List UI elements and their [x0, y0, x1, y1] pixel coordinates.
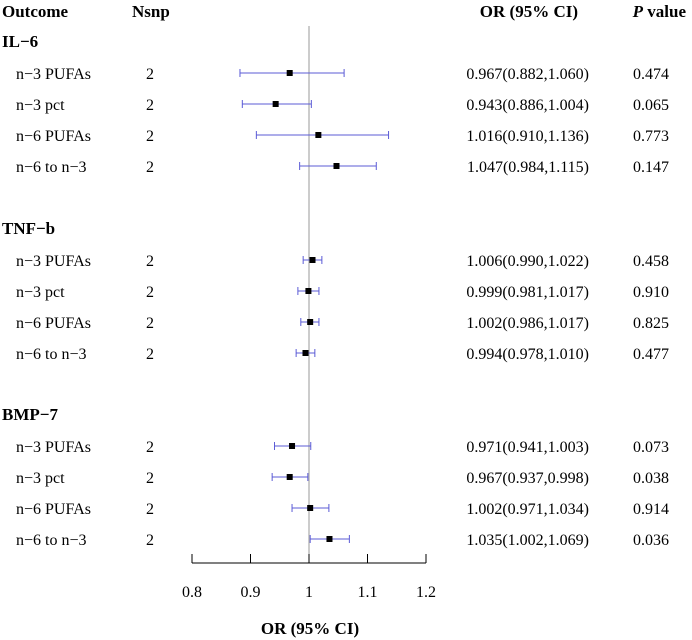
or-point: [302, 350, 309, 356]
x-tick-label: 1: [305, 584, 313, 601]
nsnp-value: 2: [146, 439, 154, 456]
exposure-label: n−3 pct: [16, 470, 65, 487]
group-label: BMP−7: [2, 405, 58, 424]
or-ci-text: 0.994(0.978,1.010): [466, 346, 589, 363]
forest-row: n−6 PUFAs 2 1.016(0.910,1.136) 0.773: [16, 128, 669, 145]
exposure-label: n−3 pct: [16, 284, 65, 301]
nsnp-value: 2: [146, 532, 154, 549]
forest-row: n−3 PUFAs 2 0.971(0.941,1.003) 0.073: [16, 439, 669, 456]
p-value: 0.038: [633, 470, 669, 487]
forest-row: n−3 PUFAs 2 1.006(0.990,1.022) 0.458: [16, 253, 669, 270]
nsnp-value: 2: [146, 159, 154, 176]
forest-row: n−6 PUFAs 2 1.002(0.971,1.034) 0.914: [16, 501, 669, 518]
exposure-label: n−3 PUFAs: [16, 439, 91, 456]
or-ci-text: 0.971(0.941,1.003): [466, 439, 589, 456]
p-value: 0.910: [633, 284, 669, 301]
nsnp-value: 2: [146, 346, 154, 363]
header-p-rest: value: [643, 2, 686, 21]
p-value: 0.474: [633, 66, 669, 83]
or-ci-text: 0.943(0.886,1.004): [466, 97, 589, 114]
exposure-label: n−6 to n−3: [16, 346, 87, 363]
exposure-label: n−3 PUFAs: [16, 66, 91, 83]
header-row: Outcome Nsnp OR (95% CI) P value: [2, 2, 686, 21]
x-axis-title: OR (95% CI): [261, 619, 359, 638]
nsnp-value: 2: [146, 253, 154, 270]
forest-row: n−3 pct 2 0.967(0.937,0.998) 0.038: [16, 470, 669, 487]
forest-row: n−6 to n−3 2 0.994(0.978,1.010) 0.477: [16, 346, 669, 363]
header-nsnp: Nsnp: [132, 2, 170, 21]
exposure-label: n−6 PUFAs: [16, 315, 91, 332]
forest-row: n−6 to n−3 2 1.035(1.002,1.069) 0.036: [16, 532, 669, 549]
exposure-label: n−3 pct: [16, 97, 65, 114]
forest-row: n−3 pct 2 0.999(0.981,1.017) 0.910: [16, 284, 669, 301]
or-point: [272, 101, 279, 107]
forest-row: n−6 PUFAs 2 1.002(0.986,1.017) 0.825: [16, 315, 669, 332]
p-value: 0.073: [633, 439, 669, 456]
nsnp-value: 2: [146, 470, 154, 487]
or-ci-text: 1.002(0.971,1.034): [466, 501, 589, 518]
or-ci-text: 1.016(0.910,1.136): [466, 128, 589, 145]
or-point: [307, 505, 314, 511]
header-p-italic: P: [632, 2, 644, 21]
forest-row: n−3 PUFAs 2 0.967(0.882,1.060) 0.474: [16, 66, 669, 83]
header-outcome: Outcome: [2, 2, 69, 21]
or-point: [326, 536, 333, 542]
or-point: [286, 474, 293, 480]
header-or: OR (95% CI): [480, 2, 578, 21]
exposure-label: n−6 PUFAs: [16, 501, 91, 518]
or-point: [307, 319, 314, 325]
exposure-label: n−3 PUFAs: [16, 253, 91, 270]
header-p-value: P value: [632, 2, 687, 21]
nsnp-value: 2: [146, 501, 154, 518]
x-tick-label: 0.9: [241, 584, 261, 601]
or-ci-text: 1.035(1.002,1.069): [466, 532, 589, 549]
p-value: 0.065: [633, 97, 669, 114]
nsnp-value: 2: [146, 315, 154, 332]
or-point: [309, 257, 316, 263]
forest-row: n−3 pct 2 0.943(0.886,1.004) 0.065: [16, 97, 669, 114]
nsnp-value: 2: [146, 284, 154, 301]
or-ci-text: 1.002(0.986,1.017): [466, 315, 589, 332]
nsnp-value: 2: [146, 128, 154, 145]
or-ci-text: 0.999(0.981,1.017): [466, 284, 589, 301]
p-value: 0.914: [633, 501, 669, 518]
or-point: [315, 132, 322, 138]
plot-rows: IL−6n−3 PUFAs 2 0.967(0.882,1.060) 0.474n−3…: [2, 32, 669, 549]
nsnp-value: 2: [146, 66, 154, 83]
or-point: [289, 443, 296, 449]
nsnp-value: 2: [146, 97, 154, 114]
or-point: [286, 70, 293, 76]
forest-row: n−6 to n−3 2 1.047(0.984,1.115) 0.147: [16, 159, 669, 176]
p-value: 0.477: [633, 346, 669, 363]
p-value: 0.036: [633, 532, 669, 549]
group-label: IL−6: [2, 32, 38, 51]
or-point: [333, 163, 340, 169]
or-point: [305, 288, 312, 294]
or-ci-text: 1.006(0.990,1.022): [466, 253, 589, 270]
x-tick-label: 1.2: [416, 584, 436, 601]
or-ci-text: 0.967(0.882,1.060): [466, 66, 589, 83]
or-ci-text: 1.047(0.984,1.115): [467, 159, 589, 176]
p-value: 0.147: [633, 159, 669, 176]
exposure-label: n−6 to n−3: [16, 532, 87, 549]
p-value: 0.825: [633, 315, 669, 332]
x-axis: 0.8 0.9 1 1.1 1.2: [182, 554, 436, 601]
p-value: 0.458: [633, 253, 669, 270]
p-value: 0.773: [633, 128, 669, 145]
x-tick-label: 0.8: [182, 584, 202, 601]
or-ci-text: 0.967(0.937,0.998): [466, 470, 589, 487]
exposure-label: n−6 PUFAs: [16, 128, 91, 145]
exposure-label: n−6 to n−3: [16, 159, 87, 176]
group-label: TNF−b: [2, 219, 55, 238]
x-tick-label: 1.1: [358, 584, 378, 601]
